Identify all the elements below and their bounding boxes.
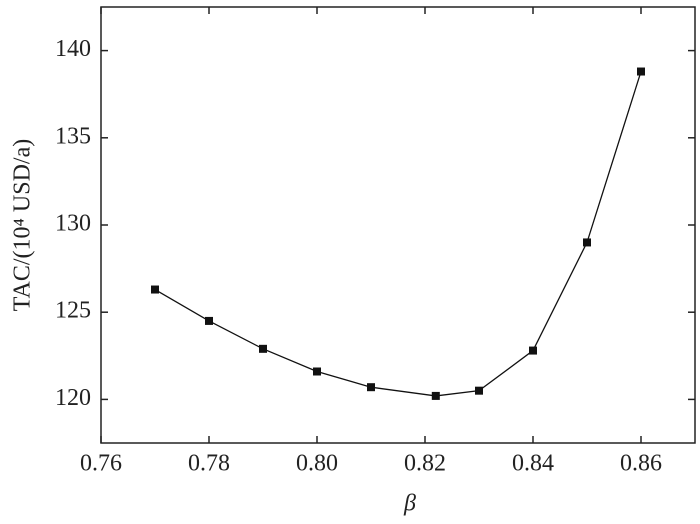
data-point: [205, 316, 213, 325]
y-tick-label: 130: [55, 211, 91, 237]
data-point: [583, 238, 591, 247]
data-point: [529, 346, 537, 355]
data-point: [313, 367, 321, 376]
y-tick-label: 120: [55, 385, 91, 411]
data-point: [637, 67, 645, 76]
x-tick-label: 0.78: [188, 451, 230, 477]
y-axis-label: TAC/(10⁴ USD/a): [10, 139, 36, 311]
x-tick-label: 0.84: [512, 451, 554, 477]
y-tick-label: 140: [55, 36, 91, 62]
data-line: [154, 71, 642, 397]
plot-frame: [100, 6, 696, 444]
x-tick-label: 0.82: [404, 451, 446, 477]
x-axis-label: β: [403, 491, 416, 517]
x-tick-label: 0.80: [296, 451, 338, 477]
data-point: [259, 344, 267, 353]
data-point: [475, 386, 483, 395]
data-point: [367, 383, 375, 392]
y-tick-label: 125: [55, 298, 91, 324]
data-point: [151, 285, 159, 294]
data-point: [431, 391, 440, 400]
y-tick-label: 135: [55, 123, 91, 149]
x-tick-label: 0.86: [620, 451, 662, 477]
x-tick-label: 0.76: [80, 451, 122, 477]
